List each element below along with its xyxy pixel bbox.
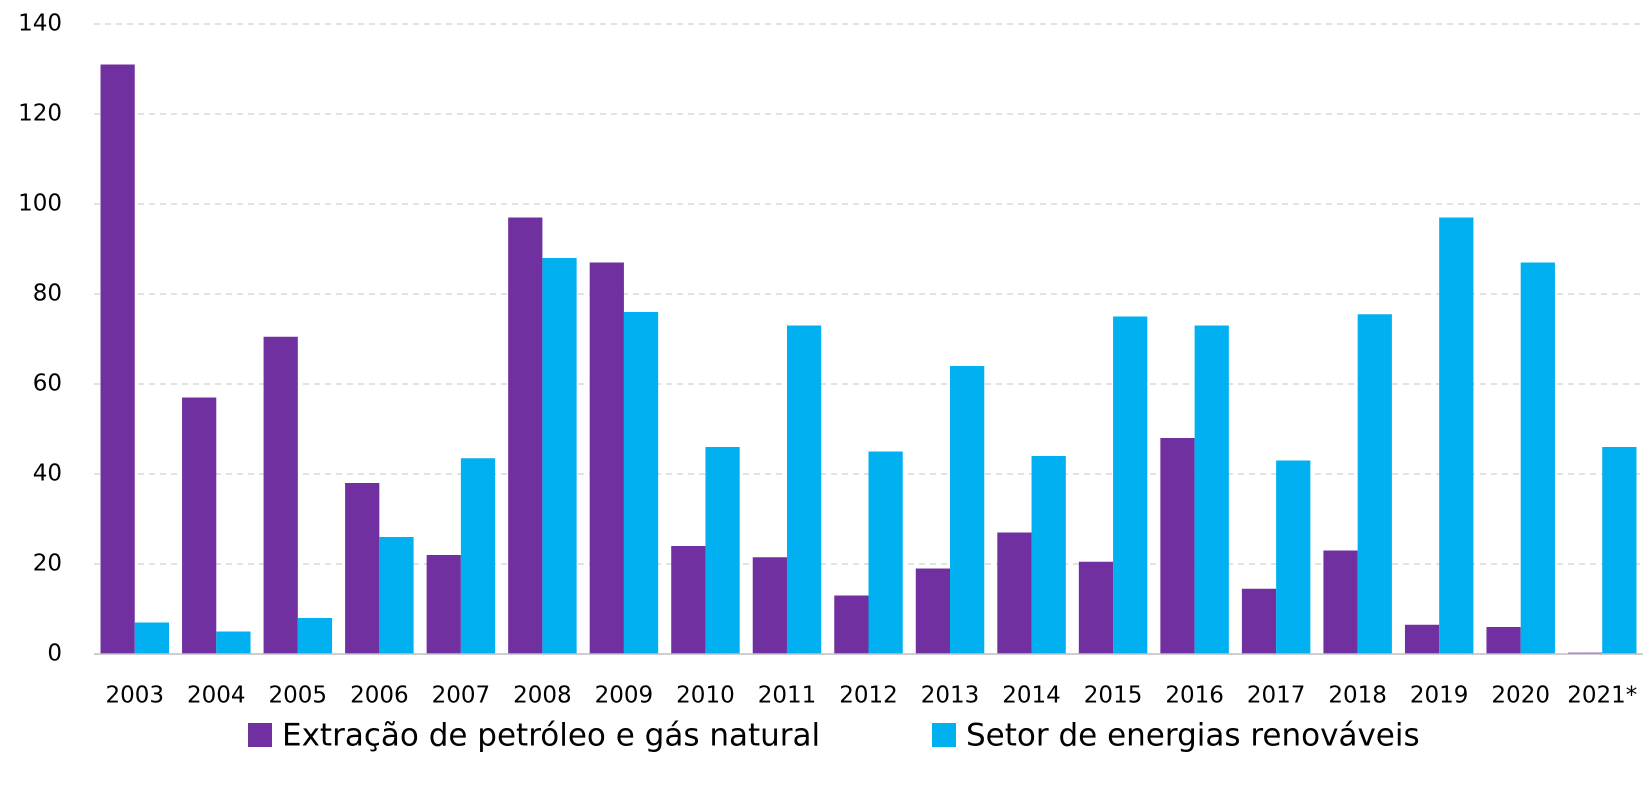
x-tick-label: 2003 bbox=[105, 683, 164, 709]
bar bbox=[1404, 624, 1440, 654]
y-tick-label: 120 bbox=[18, 101, 62, 127]
bar bbox=[1486, 627, 1521, 654]
x-tick-label: 2004 bbox=[187, 683, 246, 709]
x-tick-label: 2021* bbox=[1567, 683, 1637, 709]
bar bbox=[868, 451, 903, 654]
bar bbox=[345, 483, 380, 654]
legend: Extração de petróleo e gás natural Setor … bbox=[248, 718, 1420, 754]
x-tick-label: 2010 bbox=[676, 683, 735, 709]
y-tick-label: 100 bbox=[18, 191, 62, 217]
legend-swatch bbox=[248, 723, 272, 747]
bar bbox=[426, 555, 461, 654]
bar bbox=[542, 258, 577, 654]
x-tick-label: 2006 bbox=[350, 683, 409, 709]
y-tick-label: 20 bbox=[33, 551, 62, 577]
x-tick-label: 2016 bbox=[1165, 683, 1224, 709]
bar bbox=[1357, 314, 1392, 654]
bar bbox=[1323, 550, 1358, 654]
x-tick-label: 2013 bbox=[921, 683, 980, 709]
legend-label: Extração de petróleo e gás natural bbox=[282, 718, 820, 754]
x-tick-label: 2014 bbox=[1002, 683, 1061, 709]
x-tick-label: 2012 bbox=[839, 683, 898, 709]
bar bbox=[134, 622, 170, 654]
x-tick-label: 2019 bbox=[1410, 683, 1469, 709]
bar bbox=[1241, 588, 1277, 654]
y-tick-label: 60 bbox=[33, 371, 62, 397]
bar bbox=[589, 262, 624, 654]
x-tick-label: 2020 bbox=[1491, 683, 1550, 709]
bar bbox=[786, 325, 822, 654]
bar bbox=[508, 217, 543, 654]
bar bbox=[1276, 460, 1311, 654]
x-tick-label: 2017 bbox=[1247, 683, 1306, 709]
bar bbox=[997, 532, 1032, 654]
bar bbox=[1078, 561, 1114, 654]
legend-label: Setor de energias renováveis bbox=[966, 718, 1420, 754]
bar bbox=[623, 312, 659, 654]
bar bbox=[216, 631, 251, 654]
bar bbox=[705, 447, 740, 654]
y-tick-label: 0 bbox=[47, 641, 62, 667]
bar bbox=[379, 537, 414, 654]
legend-swatch bbox=[932, 723, 956, 747]
bar bbox=[1602, 447, 1637, 654]
bar bbox=[1160, 438, 1195, 654]
x-tick-label: 2015 bbox=[1084, 683, 1143, 709]
bar bbox=[1520, 262, 1555, 654]
bar bbox=[263, 336, 298, 654]
bar bbox=[1031, 456, 1066, 654]
y-tick-label: 80 bbox=[33, 281, 62, 307]
x-tick-label: 2011 bbox=[758, 683, 817, 709]
x-tick-label: 2018 bbox=[1328, 683, 1387, 709]
x-tick-label: 2009 bbox=[595, 683, 654, 709]
bar bbox=[182, 397, 217, 654]
bar bbox=[752, 557, 787, 654]
bar bbox=[1194, 325, 1229, 654]
bar bbox=[671, 546, 706, 654]
bar bbox=[100, 64, 135, 654]
y-tick-label: 40 bbox=[33, 461, 62, 487]
bar bbox=[460, 458, 496, 654]
x-tick-label: 2005 bbox=[269, 683, 328, 709]
x-tick-label: 2007 bbox=[432, 683, 491, 709]
bar bbox=[1439, 217, 1474, 654]
bar bbox=[834, 595, 869, 654]
y-tick-label: 140 bbox=[18, 11, 62, 37]
bar bbox=[297, 618, 333, 654]
bar bbox=[1113, 316, 1148, 654]
bar bbox=[915, 568, 951, 654]
x-tick-label: 2008 bbox=[513, 683, 572, 709]
bar bbox=[950, 366, 985, 654]
